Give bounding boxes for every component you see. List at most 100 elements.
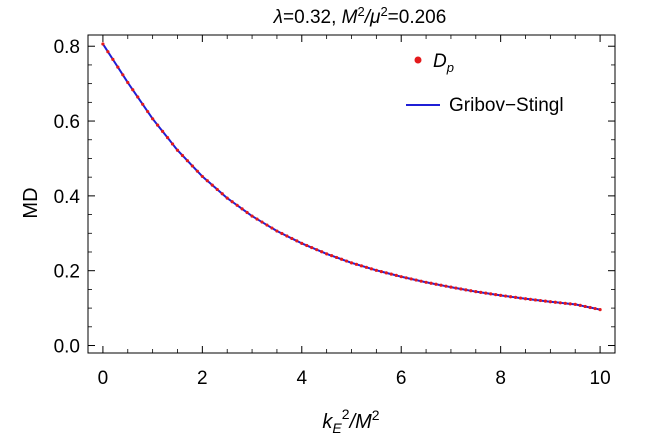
data-point-dp <box>310 245 314 250</box>
data-point-dp <box>573 302 577 306</box>
data-point-dp <box>260 220 264 224</box>
series-line-gribov-stingl <box>102 43 601 311</box>
data-point-dp <box>568 302 572 306</box>
x-tick-label: 8 <box>495 368 506 389</box>
data-point-dp <box>409 277 413 281</box>
x-tick-label: 0 <box>98 368 109 389</box>
data-point-dp <box>439 283 443 287</box>
data-point-dp <box>449 285 453 289</box>
data-point-dp <box>126 80 130 85</box>
data-point-dp <box>325 252 329 256</box>
data-point-dp <box>349 261 354 265</box>
data-point-dp <box>270 226 274 230</box>
legend-marker-dp <box>414 56 422 64</box>
data-point-dp <box>235 203 239 207</box>
data-point-dp <box>121 73 125 77</box>
plot-frame <box>87 34 616 354</box>
data-point-dp <box>359 264 364 268</box>
data-point-dp <box>548 300 552 304</box>
data-point-dp <box>195 169 199 173</box>
data-point-dp <box>280 231 284 236</box>
data-point-dp <box>374 268 378 272</box>
data-point-dp <box>190 164 195 168</box>
data-point-dp <box>225 196 229 200</box>
y-tick-label: 0.8 <box>54 37 80 58</box>
data-point-dp <box>230 200 234 204</box>
data-point-dp <box>593 306 597 311</box>
y-axis-title: MD <box>20 187 42 218</box>
data-point-dp <box>285 234 289 238</box>
data-point-dp <box>558 301 562 305</box>
data-point-dp <box>454 286 458 290</box>
data-point-dp <box>399 275 403 279</box>
data-point-dp <box>245 210 249 215</box>
data-point-dp <box>111 57 115 61</box>
y-tick-label: 0.2 <box>54 262 80 283</box>
data-point-dp <box>151 117 155 121</box>
data-point-dp <box>404 276 408 280</box>
data-point-dp <box>414 278 418 282</box>
y-tick-label: 0.0 <box>54 337 80 358</box>
data-point-dp <box>419 279 423 283</box>
data-point-dp <box>141 102 145 106</box>
data-point-dp <box>369 267 373 271</box>
data-point-dp <box>131 88 135 92</box>
data-point-dp <box>106 50 110 54</box>
data-point-dp <box>499 293 503 297</box>
x-tick-label: 10 <box>590 368 611 389</box>
x-tick-label: 2 <box>197 368 208 389</box>
data-point-dp <box>265 223 269 227</box>
data-point-dp <box>389 272 393 276</box>
data-point-dp <box>339 257 344 261</box>
data-point-dp <box>563 301 567 305</box>
data-point-dp <box>220 192 224 196</box>
x-axis-ticks: 0 2 4 6 8 10 <box>98 35 611 389</box>
y-axis-ticks: 0.0 0.2 0.4 0.6 0.8 <box>54 37 615 358</box>
data-point-dp <box>250 214 254 218</box>
data-point-dp <box>528 297 533 301</box>
data-point-dp <box>484 291 488 295</box>
data-point-dp <box>136 95 140 99</box>
data-point-dp <box>344 259 349 263</box>
data-point-dp <box>116 65 120 69</box>
data-point-dp <box>434 282 438 286</box>
data-point-dp <box>429 281 433 285</box>
data-point-dp <box>255 217 259 221</box>
data-point-dp <box>330 254 334 258</box>
data-point-dp <box>553 300 557 304</box>
series-gribov-stingl <box>102 43 601 311</box>
data-point-dp <box>320 250 324 254</box>
y-tick-label: 0.6 <box>54 112 80 133</box>
chart-title: λ=0.32, M2/μ2=0.206 <box>273 4 447 28</box>
data-point-dp <box>469 289 473 293</box>
data-point-dp <box>379 269 383 274</box>
data-point-dp <box>180 153 185 158</box>
data-point-dp <box>508 295 513 299</box>
data-point-dp <box>533 298 538 302</box>
data-point-dp <box>305 243 309 248</box>
data-point-dp <box>384 271 388 275</box>
data-point-dp <box>170 142 175 146</box>
data-point-dp <box>494 293 498 297</box>
data-point-dp <box>165 136 170 140</box>
data-point-dp <box>513 295 518 300</box>
x-axis-title: kE2/M2 <box>322 406 379 436</box>
data-point-dp <box>275 229 279 233</box>
data-point-dp <box>175 148 180 152</box>
data-point-dp <box>200 174 204 179</box>
data-point-dp <box>160 129 165 133</box>
data-point-dp <box>205 179 209 183</box>
data-point-dp <box>588 305 592 310</box>
data-point-dp <box>578 303 582 308</box>
x-tick-label: 4 <box>296 368 307 389</box>
data-point-dp <box>394 273 398 278</box>
legend-label-gribov-stingl: Gribov−Stingl <box>449 95 564 116</box>
x-tick-label: 6 <box>396 368 407 389</box>
data-point-dp <box>315 248 319 252</box>
data-point-dp <box>479 290 483 294</box>
data-point-dp <box>464 288 468 292</box>
data-point-dp <box>240 207 244 211</box>
data-point-dp <box>215 187 219 192</box>
data-point-dp <box>101 42 105 46</box>
legend-label-dp: Dp <box>433 51 454 75</box>
